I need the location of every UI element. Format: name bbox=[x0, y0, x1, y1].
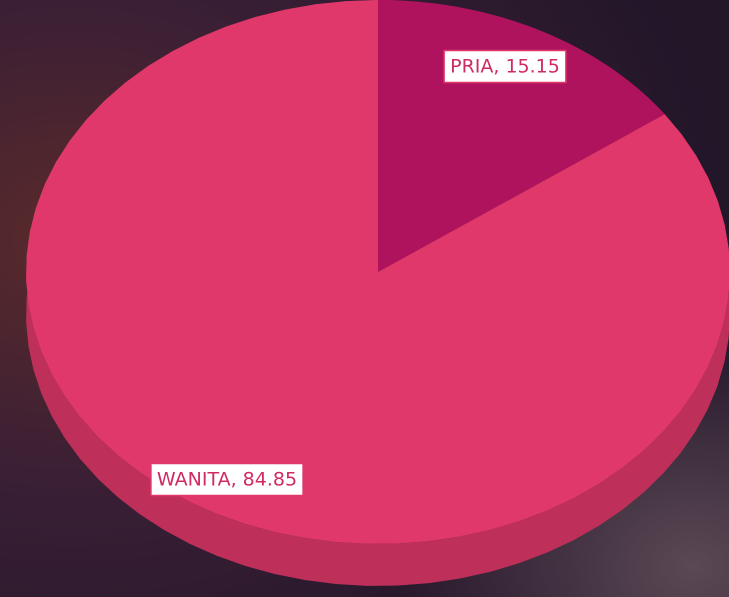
page: {"chart_data": {"type": "pie", "values":… bbox=[0, 0, 729, 597]
pie bbox=[26, 0, 729, 586]
label-text: WANITA, 84.85 bbox=[157, 469, 297, 491]
chart: PRIA, 15.15 WANITA, 84.85 bbox=[0, 0, 729, 597]
data-label: WANITA, 84.85 bbox=[151, 464, 303, 496]
label-text: PRIA, 15.15 bbox=[450, 56, 560, 78]
data-label: PRIA, 15.15 bbox=[444, 51, 566, 83]
